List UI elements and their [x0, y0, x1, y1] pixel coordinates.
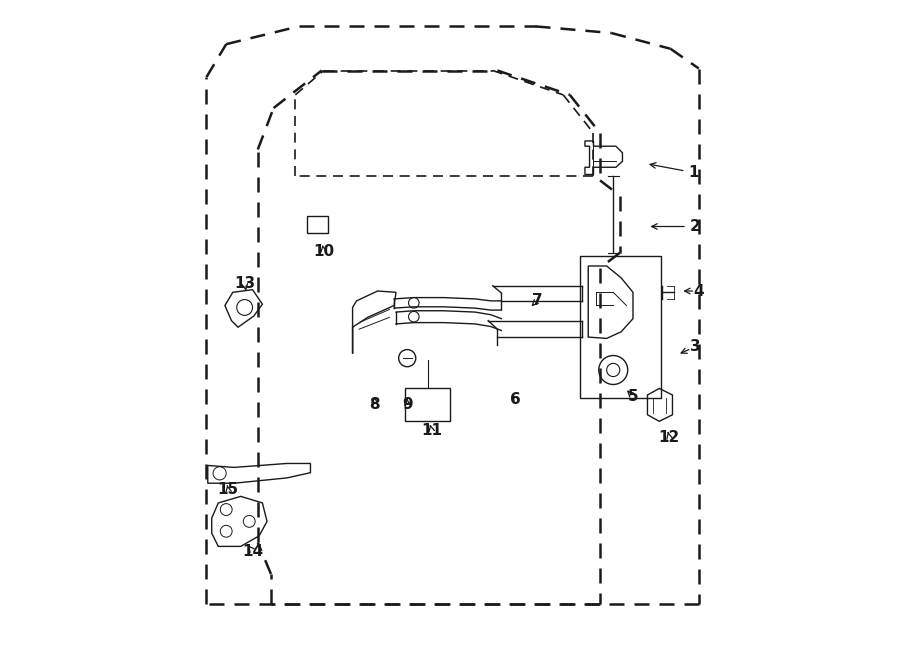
Text: 15: 15 [218, 483, 238, 497]
Text: 5: 5 [627, 389, 638, 404]
Text: 14: 14 [242, 543, 263, 559]
Bar [580, 256, 661, 398]
Text: 13: 13 [234, 276, 256, 291]
Text: 3: 3 [689, 340, 700, 354]
Text: 6: 6 [510, 392, 521, 407]
Text: 7: 7 [532, 293, 542, 309]
Text: 12: 12 [659, 430, 680, 445]
Text: 1: 1 [688, 165, 698, 180]
Bar [307, 216, 328, 233]
Text: 2: 2 [689, 219, 700, 234]
Text: 10: 10 [313, 244, 334, 259]
Text: 9: 9 [402, 397, 412, 412]
Bar [405, 389, 450, 421]
Text: 4: 4 [694, 284, 704, 299]
Text: 8: 8 [369, 397, 380, 412]
Text: 11: 11 [421, 423, 442, 438]
